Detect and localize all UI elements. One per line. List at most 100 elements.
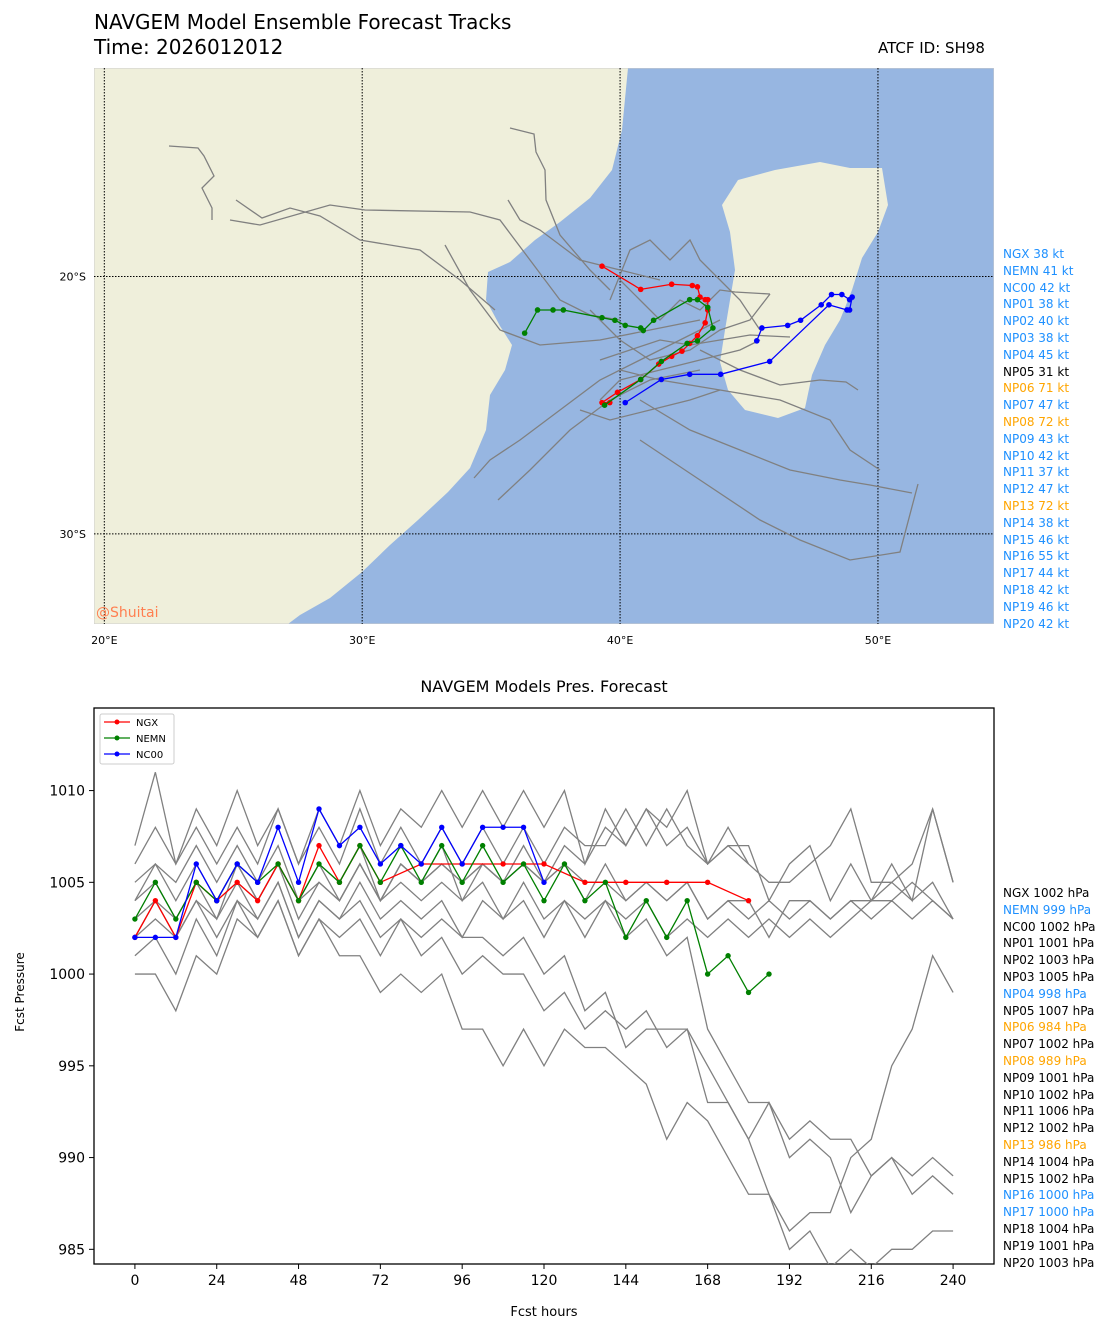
pressure-point	[173, 934, 179, 941]
pressure-point	[643, 897, 649, 904]
x-tick-label: 240	[940, 1273, 967, 1289]
pressure-list-item: NP14 1004 hPa	[1003, 1154, 1095, 1169]
pressure-point	[582, 897, 588, 904]
intensity-list-item: NP19 46 kt	[1003, 599, 1070, 614]
pressure-plot-frame	[93, 707, 995, 1265]
pressure-point	[214, 897, 220, 904]
pressure-point	[500, 861, 506, 867]
pressure-point	[520, 861, 527, 867]
intensity-list-item: NGX 38 kt	[1003, 247, 1065, 261]
map-track-point	[650, 317, 657, 324]
intensity-list-item: NP11 37 kt	[1003, 465, 1070, 480]
pressure-point	[234, 879, 240, 886]
map-track-point	[759, 325, 765, 331]
map-track-point	[622, 399, 629, 406]
map-track-point	[534, 307, 541, 313]
pressure-point	[418, 861, 424, 867]
pressure-point	[704, 879, 711, 886]
x-tick-label: 168	[694, 1273, 721, 1289]
pressure-line-nemn	[134, 844, 770, 994]
pressure-point	[377, 879, 384, 886]
map-tick-labels: 20°E 30°E 40°E 50°E 20°S 30°S	[60, 271, 892, 648]
pressure-point	[275, 861, 281, 867]
map-lat-tick-label: 30°S	[60, 528, 86, 541]
pressure-line-member	[134, 862, 954, 1215]
y-tick-label: 990	[58, 1151, 85, 1167]
pressure-list-item: NP02 1003 hPa	[1003, 953, 1095, 968]
pressure-point	[479, 824, 486, 830]
map-track-point	[849, 294, 855, 300]
map-track-point	[614, 389, 621, 396]
legend-label: NEMN	[136, 734, 166, 745]
pressure-point	[439, 824, 445, 830]
pressure-line-member	[134, 862, 954, 921]
pressure-point	[316, 861, 322, 867]
pressure-point	[275, 824, 281, 830]
pressure-point	[132, 934, 138, 941]
map-track-point	[612, 317, 618, 324]
map-background	[94, 68, 994, 624]
pressure-list-item: NGX 1002 hPa	[1003, 886, 1090, 900]
x-tick-label: 48	[290, 1273, 308, 1289]
map-track-point	[689, 282, 696, 289]
map-track-point	[694, 332, 701, 339]
map-track-point	[679, 348, 685, 354]
intensity-list-item: NP03 38 kt	[1003, 330, 1070, 345]
pressure-point	[745, 989, 752, 996]
map-track-point	[658, 376, 665, 383]
legend-marker	[114, 735, 120, 741]
pressure-point	[193, 861, 199, 867]
intensity-list-item: NP01 38 kt	[1003, 297, 1070, 312]
pressure-point	[418, 879, 424, 886]
pressure-line-member	[134, 899, 954, 1232]
pressure-list-item: NP16 1000 hPa	[1003, 1188, 1095, 1203]
x-tick-label: 72	[371, 1273, 389, 1289]
pressure-point	[152, 897, 159, 904]
pressure-point	[193, 879, 199, 886]
pressure-axis-ticks: 0 24 48 72 96 120 144 168 192 216 240 985 990 995 1000…	[49, 784, 966, 1289]
map-track-point	[784, 322, 791, 329]
pressure-point	[357, 842, 363, 849]
pressure-list-item: NP18 1004 hPa	[1003, 1221, 1095, 1236]
pressure-point	[439, 842, 445, 849]
x-tick-label: 144	[612, 1273, 639, 1289]
map-gridlines	[94, 68, 994, 624]
pressure-list-item: NP07 1002 hPa	[1003, 1037, 1095, 1052]
pressure-point	[357, 842, 363, 849]
map-track-point	[599, 263, 605, 270]
map-track-series	[521, 263, 855, 409]
legend-marker	[114, 751, 120, 757]
pressure-point	[152, 934, 159, 941]
map-track-point	[710, 325, 716, 331]
pressure-point	[561, 861, 568, 867]
pressure-point	[295, 897, 302, 904]
pressure-list-item: NP12 1002 hPa	[1003, 1121, 1095, 1136]
map-track-point	[640, 327, 647, 334]
intensity-list-item: NP07 47 kt	[1003, 398, 1070, 413]
pressure-point	[602, 879, 609, 886]
pressure-list-item: NP09 1001 hPa	[1003, 1070, 1095, 1085]
map-track-point	[766, 358, 773, 365]
pressure-line-ngx	[134, 844, 749, 939]
pressure-point	[193, 879, 199, 886]
map-track-point	[828, 291, 835, 298]
pressure-chart-title: NAVGEM Models Pres. Forecast	[420, 677, 668, 696]
pressure-point	[704, 971, 711, 977]
pressure-list-item: NP13 986 hPa	[1003, 1137, 1087, 1152]
pressure-point	[459, 861, 465, 867]
madagascar-land	[720, 162, 888, 418]
pressure-point	[398, 842, 404, 849]
pressure-point	[316, 842, 322, 849]
map-track-point	[818, 302, 825, 308]
pressure-list-item: NP11 1006 hPa	[1003, 1104, 1095, 1119]
pressure-y-axis-label: Fcst Pressure	[13, 952, 27, 1032]
africa-land	[94, 68, 628, 624]
intensity-list-item: NP13 72 kt	[1003, 498, 1070, 513]
pressure-point	[520, 824, 527, 830]
map-track-point	[521, 330, 528, 336]
map-track-point	[684, 340, 690, 347]
map-lon-tick-label: 30°E	[349, 634, 375, 647]
map-track-point	[560, 307, 567, 313]
y-tick-label: 1000	[49, 967, 85, 983]
pressure-x-axis-label: Fcst hours	[510, 1305, 578, 1320]
